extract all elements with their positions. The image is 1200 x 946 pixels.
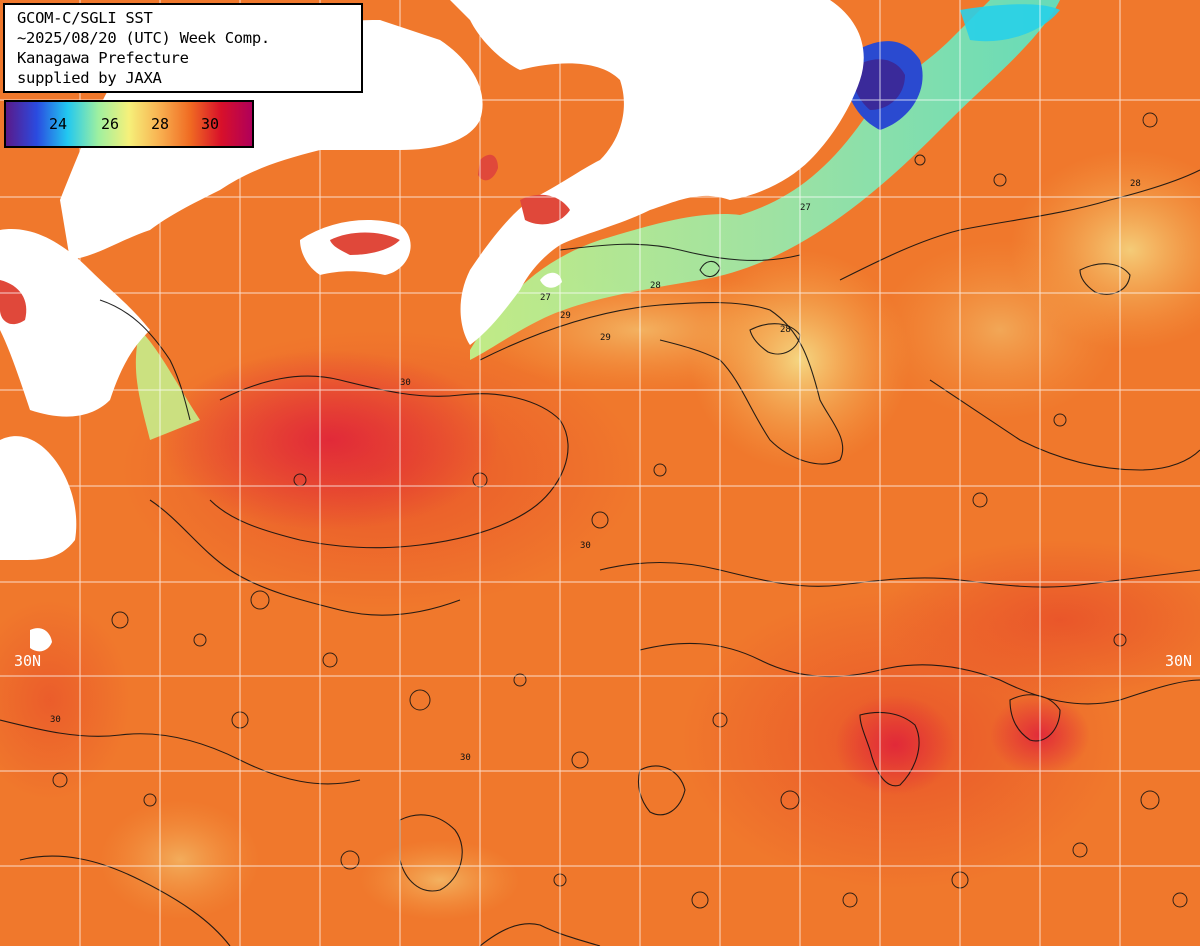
title-date: ~2025/08/20 (UTC) Week Comp. [17,29,270,47]
lat-label-left: 30N [14,652,42,670]
title-box: GCOM-C/SGLI SST ~2025/08/20 (UTC) Week C… [3,3,363,93]
contour-label: 27 [540,293,551,303]
title-sensor: GCOM-C/SGLI SST [17,9,153,27]
title-region: Kanagawa Prefecture [17,49,189,67]
legend-tick-26: 26 [100,115,120,133]
contour-label: 27 [800,203,811,213]
legend-tick-24: 24 [48,115,68,133]
contour-label: 28 [780,325,791,335]
lat-label-right: 30N [1165,652,1193,670]
contour-label: 30 [400,378,411,388]
contour-label: 29 [560,311,571,321]
contour-label: 30 [50,715,61,725]
contour-label: 30 [460,753,471,763]
legend-tick-28: 28 [150,115,170,133]
title-source: supplied by JAXA [17,69,162,87]
contour-label: 28 [650,281,661,291]
contour-label: 28 [1130,179,1141,189]
color-scale-legend: 24 26 28 30 [4,100,254,148]
contour-label: 30 [580,541,591,551]
coastal-warm-islets [0,154,570,325]
coastal-cool-band [135,0,1060,440]
legend-tick-30: 30 [200,115,220,133]
contour-label: 29 [600,333,611,343]
contour-labels: 28 28 28 29 29 30 30 30 30 27 27 [50,179,1141,763]
